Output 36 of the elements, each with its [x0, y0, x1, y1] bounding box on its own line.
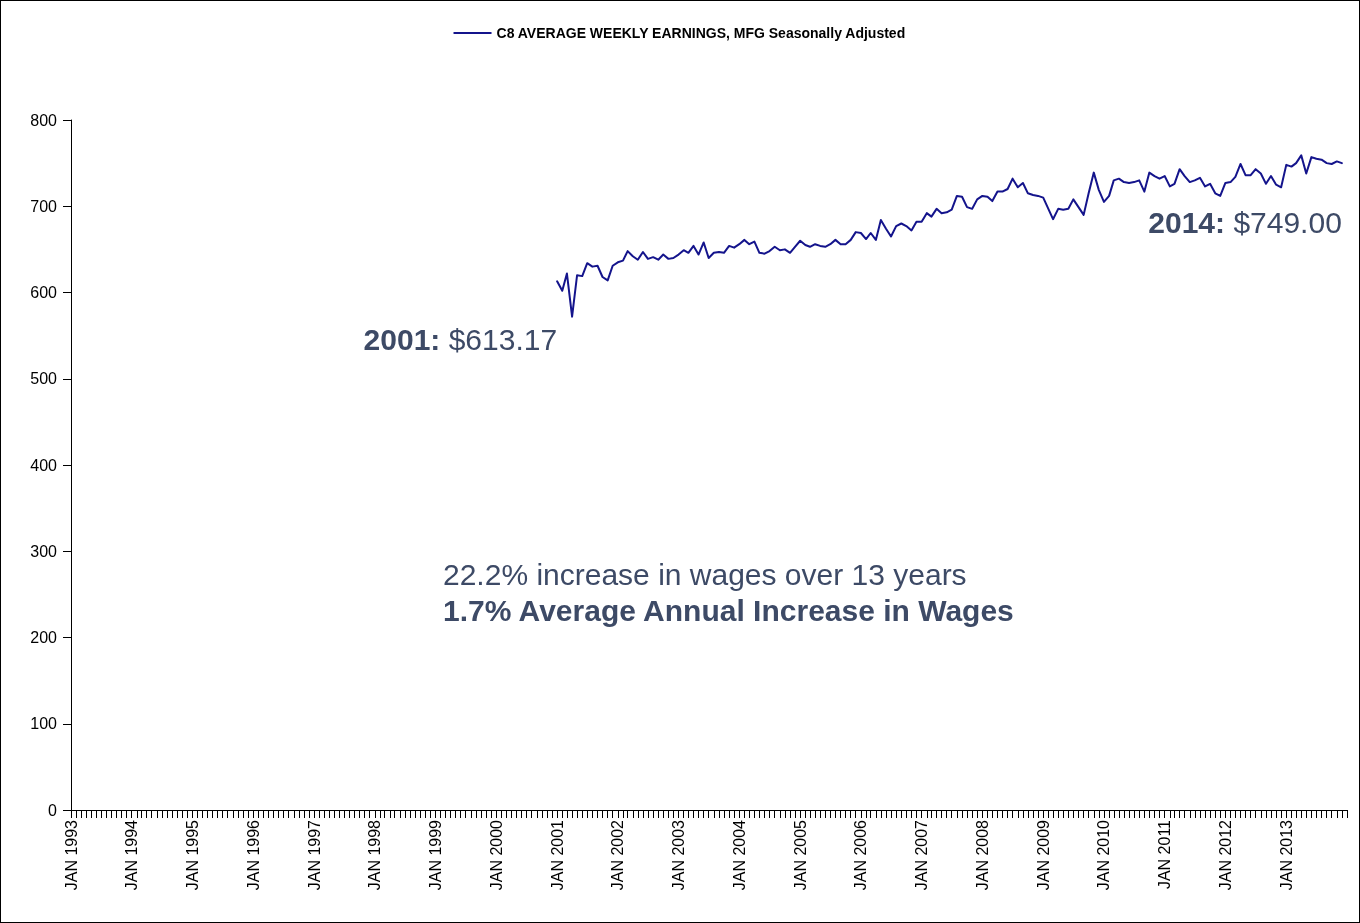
y-tick-label: 800: [30, 111, 58, 129]
x-tick-label: JAN 2005: [791, 819, 809, 891]
x-tick-label: JAN 1998: [366, 819, 384, 891]
y-tick-label: 700: [30, 197, 58, 215]
x-tick-label: JAN 2002: [609, 819, 627, 891]
y-tick-label: 500: [30, 370, 58, 388]
y-tick-label: 0: [48, 801, 58, 819]
legend-label: C8 AVERAGE WEEKLY EARNINGS, MFG Seasonally Adjusted: [496, 25, 906, 41]
x-tick-label: JAN 2004: [730, 819, 748, 891]
annotation: 1.7% Average Annual Increase in Wages: [443, 593, 1014, 627]
x-tick-label: JAN 1993: [62, 819, 80, 891]
x-tick-label: JAN 2009: [1034, 819, 1052, 891]
annotation: 22.2% increase in wages over 13 years: [443, 557, 967, 591]
x-tick-label: JAN 2010: [1095, 819, 1113, 891]
x-tick-label: JAN 2006: [852, 819, 870, 891]
x-tick-label: JAN 1997: [305, 819, 323, 891]
x-tick-label: JAN 2012: [1216, 819, 1234, 891]
y-tick-label: 200: [30, 629, 58, 646]
annotation: 2014: $749.00: [1148, 205, 1342, 240]
line-series: [556, 154, 1343, 318]
annotation: 2001: $613.17: [363, 323, 558, 358]
x-tick-label: JAN 2013: [1277, 819, 1295, 891]
x-tick-label: JAN 2007: [913, 819, 931, 891]
x-tick-label: JAN 2011: [1156, 819, 1174, 890]
y-tick-label: 600: [30, 284, 58, 301]
x-tick-label: JAN 1994: [123, 819, 141, 891]
x-tick-label: JAN 1999: [427, 819, 444, 891]
x-tick-label: JAN 1995: [183, 819, 201, 891]
x-tick-label: JAN 2003: [670, 819, 688, 891]
y-tick-label: 400: [30, 456, 58, 474]
y-tick-label: 300: [30, 542, 58, 560]
y-tick-label: 100: [30, 715, 58, 733]
x-tick-label: JAN 2000: [487, 819, 505, 891]
x-tick-label: JAN 1996: [244, 819, 262, 891]
x-tick-label: JAN 2008: [973, 819, 991, 891]
x-tick-label: JAN 2001: [548, 819, 566, 891]
